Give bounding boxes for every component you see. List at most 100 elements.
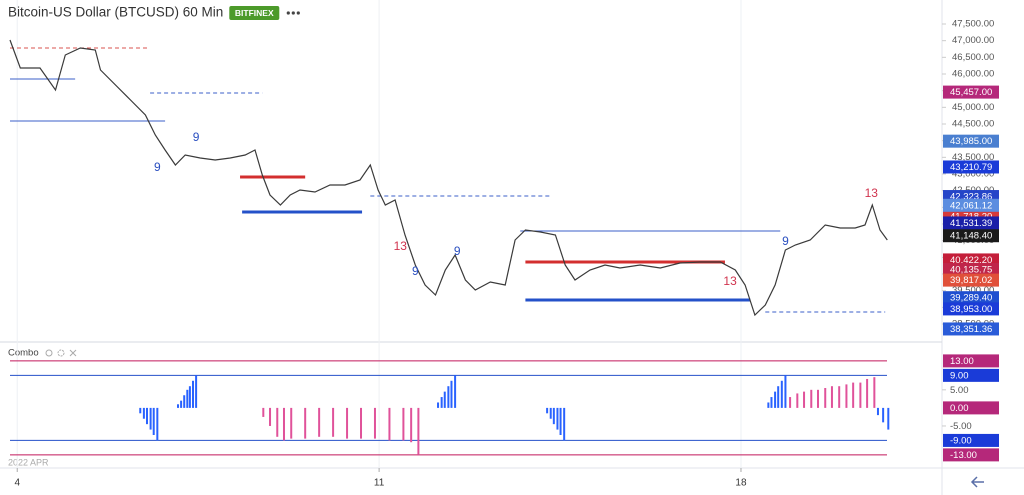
histogram-bar [192, 380, 195, 408]
histogram-bar [887, 407, 890, 430]
y-tick-label: 47,500.00 [952, 19, 994, 30]
histogram-bar [882, 407, 885, 423]
histogram-bar [262, 407, 265, 417]
histogram-bar [139, 407, 142, 414]
histogram-bar [282, 407, 285, 441]
histogram-bar [332, 407, 335, 437]
histogram-bar [816, 389, 819, 408]
exchange-name: BITFINEX [235, 8, 274, 18]
histogram-bar [845, 384, 848, 408]
annotation: 13 [865, 186, 879, 200]
histogram-bar [559, 407, 562, 435]
annotation: 9 [782, 234, 789, 248]
price-label: 43,210.79 [950, 162, 992, 173]
eye-icon[interactable] [45, 349, 53, 357]
x-tick-label: 18 [735, 478, 747, 489]
histogram-bar [183, 395, 186, 408]
histogram-bar [789, 397, 792, 408]
histogram-bar [195, 375, 198, 408]
indicator-icons[interactable] [45, 349, 77, 357]
price-label: 38,953.00 [950, 304, 992, 315]
y-tick-label: 46,500.00 [952, 52, 994, 63]
histogram-bar [830, 386, 833, 408]
histogram-bar [552, 407, 555, 425]
histogram-bar [346, 407, 349, 439]
histogram-bar [186, 389, 189, 408]
histogram-bar [142, 407, 145, 419]
annotation: 9 [154, 160, 161, 174]
dot [296, 11, 300, 15]
histogram-bar [838, 386, 841, 408]
histogram-bar [876, 407, 879, 416]
annotation: 9 [193, 130, 200, 144]
price-label: 39,817.02 [950, 275, 992, 286]
x-tick-label: 4 [14, 478, 20, 489]
dot [291, 11, 295, 15]
y-tick-label: 0.00 [950, 403, 969, 414]
histogram-bar [563, 407, 566, 441]
price-label: 45,457.00 [950, 87, 992, 98]
exchange-badge [229, 6, 280, 20]
dot [286, 11, 290, 15]
price-label: 38,351.36 [950, 324, 992, 335]
histogram-bar [770, 397, 773, 408]
histogram-bar [290, 407, 293, 439]
more-menu[interactable] [286, 11, 300, 15]
price-label-box [943, 322, 999, 336]
histogram-bar [450, 380, 453, 408]
price-label: 42,323.86 [950, 192, 992, 203]
grid-layer [16, 0, 742, 468]
y-tick-label: 46,000.00 [952, 69, 994, 80]
y-tick-label: 44,500.00 [952, 119, 994, 130]
histogram-bar [402, 407, 405, 441]
histogram-bar [437, 402, 440, 408]
histogram-bar [810, 389, 813, 408]
histogram-bar [549, 407, 552, 419]
histogram-bar [796, 393, 799, 408]
price-label: 39,289.40 [950, 293, 992, 304]
histogram-bar [360, 407, 363, 439]
histogram-bar [276, 407, 279, 437]
histogram-bar [156, 407, 159, 441]
price-label: 43,985.00 [950, 136, 992, 147]
price-label-box [943, 134, 999, 148]
y-tick-label: 9.00 [950, 370, 969, 381]
back-arrow[interactable] [970, 476, 984, 488]
histogram-bar [803, 391, 806, 408]
price-label-box [943, 302, 999, 316]
price-line [9, 39, 888, 317]
histogram-bar [149, 407, 152, 430]
histogram-bar [188, 386, 191, 408]
annotation: 13 [723, 274, 737, 288]
histogram-bar [556, 407, 559, 430]
histogram-bar [152, 407, 155, 435]
histogram-bar [784, 375, 787, 408]
price-label: 42,061.12 [950, 200, 992, 211]
settings-icon[interactable] [57, 349, 65, 357]
histogram-bar [145, 407, 148, 425]
price-label: 41,148.40 [950, 231, 992, 242]
histogram-bar [417, 407, 420, 455]
price-label-box [943, 229, 999, 243]
y-tick-box [943, 448, 999, 462]
price-label-box [943, 160, 999, 174]
histogram-bar [873, 377, 876, 408]
y-tick-label: -9.00 [950, 435, 972, 446]
indicator-title: Combo [8, 348, 39, 359]
annotation: 13 [394, 239, 408, 253]
x-tick-label: 11 [374, 478, 385, 489]
histogram-bar [859, 382, 862, 408]
histogram-bar [440, 397, 443, 408]
chart-title: Bitcoin-US Dollar (BTCUSD) 60 Min [8, 5, 223, 20]
y-tick-box [943, 368, 999, 382]
annotation: 9 [412, 264, 419, 278]
close-icon[interactable] [69, 349, 77, 357]
y-tick-box [943, 433, 999, 447]
period-label: 2022 APR [8, 457, 49, 467]
histogram-bar [304, 407, 307, 439]
y-tick-label: 43,000.00 [952, 169, 994, 180]
y-tick-label: -5.00 [950, 421, 972, 432]
histogram-bar [318, 407, 321, 437]
price-label: 40,422.20 [950, 255, 992, 266]
